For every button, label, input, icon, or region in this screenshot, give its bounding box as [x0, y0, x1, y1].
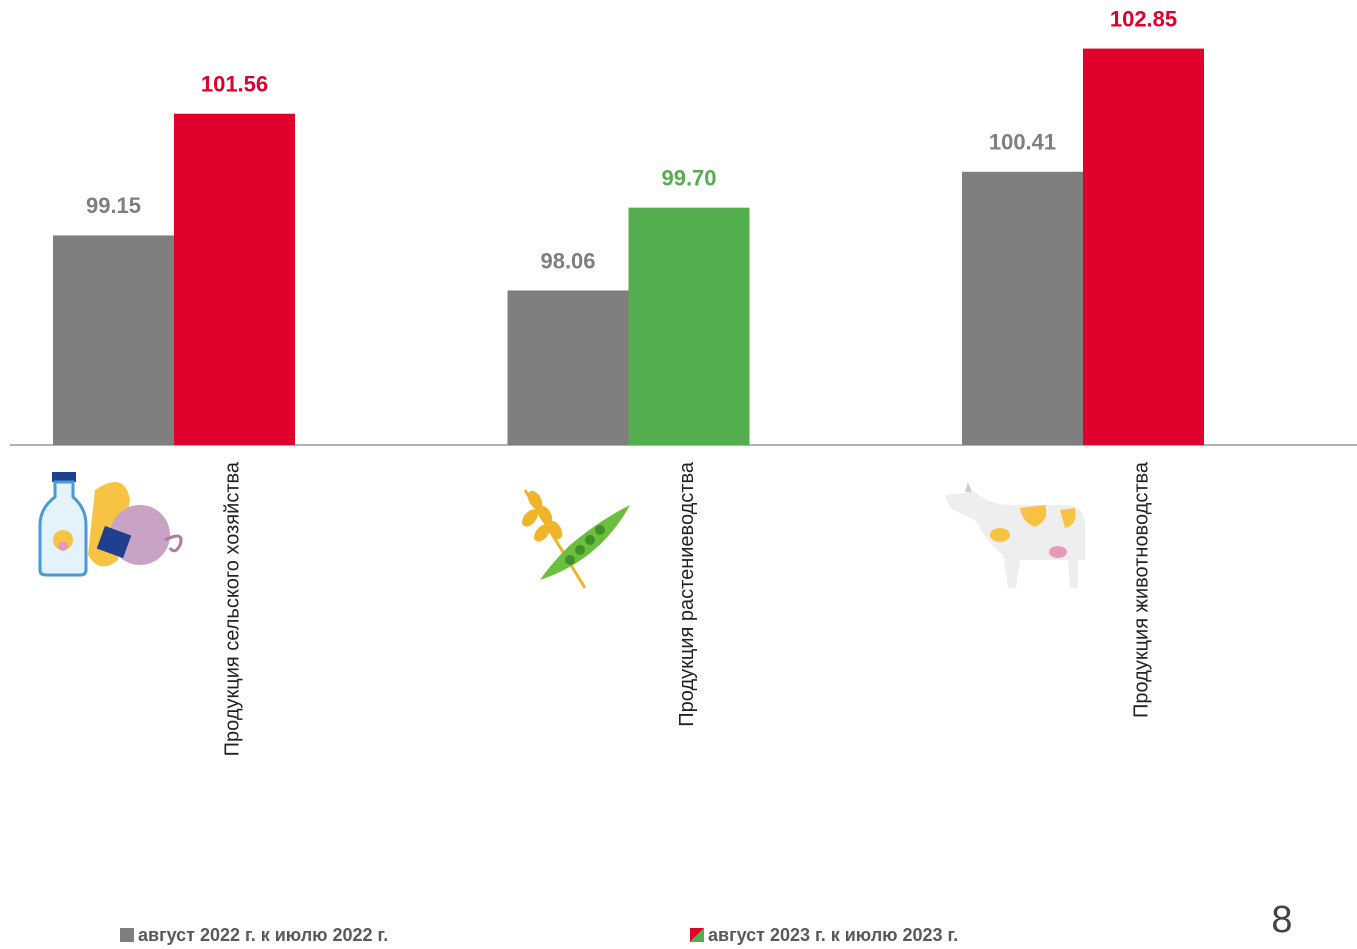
chart: август 2022 г. к июлю 2022 г. август 202…	[0, 0, 1357, 949]
value-label: 99.70	[661, 165, 716, 190]
bar	[174, 114, 295, 445]
bar	[1083, 49, 1204, 445]
x-tick-label: Продукция растениеводства	[676, 461, 698, 727]
icon-cow	[945, 482, 1085, 588]
legend-label: август 2022 г. к июлю 2022 г.	[138, 925, 388, 945]
bar	[508, 290, 629, 445]
x-tick-label: Продукция животноводства	[1130, 461, 1152, 718]
legend-label: август 2023 г. к июлю 2023 г.	[708, 925, 958, 945]
bar	[629, 208, 750, 445]
legend-swatch	[120, 928, 134, 942]
value-label: 101.56	[201, 72, 268, 97]
bar	[53, 235, 174, 445]
value-label: 98.06	[540, 248, 595, 273]
bar	[962, 172, 1083, 445]
value-label: 102.85	[1110, 6, 1177, 31]
page-number: 8	[1271, 899, 1292, 941]
icon-agriculture	[40, 472, 181, 575]
value-label: 99.15	[86, 193, 141, 218]
value-label: 100.41	[989, 130, 1056, 155]
x-tick-label: Продукция сельского хозяйства	[221, 461, 243, 756]
icon-crops	[519, 488, 630, 588]
